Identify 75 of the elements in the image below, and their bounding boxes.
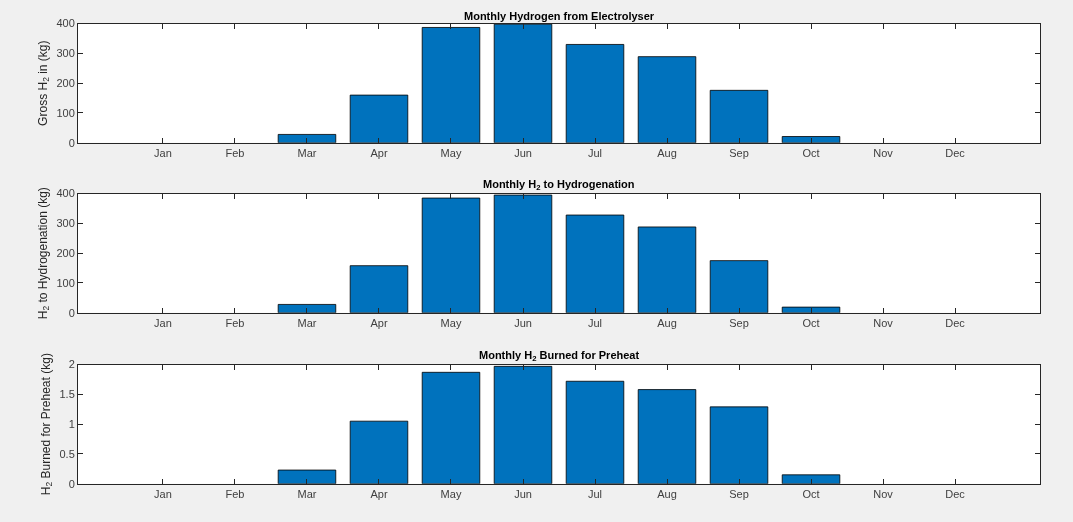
- x-tick-label: Jul: [587, 146, 603, 159]
- bar: [493, 194, 553, 313]
- x-tick-label: Aug: [657, 316, 677, 329]
- y-tick-label: 200: [56, 77, 75, 90]
- x-tick-label: Oct: [802, 146, 820, 159]
- y-tick-label: 400: [56, 17, 75, 30]
- y-tick-label: 0: [68, 306, 75, 319]
- y-tick-label: 200: [56, 247, 75, 260]
- x-tick-label: May: [440, 316, 462, 329]
- bar: [349, 420, 409, 484]
- y-tick-label: 100: [56, 106, 75, 119]
- x-tick-label: Nov: [873, 487, 894, 500]
- chart-title: Monthly Hydrogen from Electrolyser: [464, 10, 655, 22]
- y-tick-label: 0.5: [59, 447, 75, 460]
- x-tick-label: Dec: [945, 487, 966, 500]
- x-tick-label: May: [440, 487, 462, 500]
- x-tick-label: Dec: [945, 316, 966, 329]
- x-tick-label: Jul: [587, 316, 603, 329]
- x-tick-label: Feb: [225, 487, 245, 500]
- x-tick-label: Apr: [370, 146, 388, 159]
- bar: [637, 226, 697, 313]
- x-tick-label: Jun: [514, 487, 532, 500]
- bar: [781, 306, 841, 313]
- bar: [565, 44, 625, 143]
- y-tick-label: 1.5: [59, 388, 75, 401]
- x-tick-label: Feb: [225, 146, 245, 159]
- x-tick-label: Nov: [873, 146, 894, 159]
- bar: [637, 56, 697, 143]
- bar: [493, 23, 553, 143]
- x-tick-label: Jan: [154, 316, 172, 329]
- chart-title: Monthly H$_{2}$ Burned for Preheat: [479, 349, 640, 364]
- x-tick-label: Feb: [225, 316, 245, 329]
- y-tick-label: 1: [68, 418, 75, 431]
- x-tick-label: Sep: [729, 146, 749, 159]
- x-tick-label: Mar: [297, 316, 317, 329]
- x-tick-label: Sep: [729, 316, 749, 329]
- x-tick-label: Jan: [154, 487, 172, 500]
- bar: [349, 94, 409, 143]
- x-tick-label: Oct: [802, 487, 820, 500]
- x-tick-label: Jan: [154, 146, 172, 159]
- y-tick-label: 100: [56, 276, 75, 289]
- bar: [421, 371, 481, 484]
- x-tick-label: Jun: [514, 316, 532, 329]
- x-tick-label: Sep: [729, 487, 749, 500]
- y-tick-label: 300: [56, 217, 75, 230]
- bar: [277, 469, 337, 484]
- bar: [421, 197, 481, 313]
- x-tick-label: Mar: [297, 146, 317, 159]
- chart-title: Monthly H$_{2}$ to Hydrogenation: [483, 178, 635, 193]
- x-tick-label: Aug: [657, 146, 677, 159]
- x-tick-label: May: [440, 146, 462, 159]
- y-tick-label: 0: [68, 477, 75, 490]
- bar: [709, 260, 769, 313]
- x-tick-label: Nov: [873, 316, 894, 329]
- bar: [421, 27, 481, 143]
- x-tick-label: Apr: [370, 487, 388, 500]
- bar: [565, 214, 625, 313]
- y-tick-label: 300: [56, 47, 75, 60]
- bar: [493, 365, 553, 484]
- y-tick-label: 400: [56, 187, 75, 200]
- bar: [637, 389, 697, 484]
- bar: [781, 474, 841, 484]
- x-tick-label: Jul: [587, 487, 603, 500]
- bar: [709, 89, 769, 143]
- x-tick-label: Dec: [945, 146, 966, 159]
- bar: [709, 406, 769, 484]
- x-tick-label: Aug: [657, 487, 677, 500]
- y-tick-label: 0: [68, 136, 75, 149]
- bar: [349, 265, 409, 313]
- y-tick-label: 2: [68, 358, 75, 371]
- x-tick-label: Mar: [297, 487, 317, 500]
- bar: [565, 380, 625, 484]
- x-tick-label: Apr: [370, 316, 388, 329]
- x-tick-label: Oct: [802, 316, 820, 329]
- x-tick-label: Jun: [514, 146, 532, 159]
